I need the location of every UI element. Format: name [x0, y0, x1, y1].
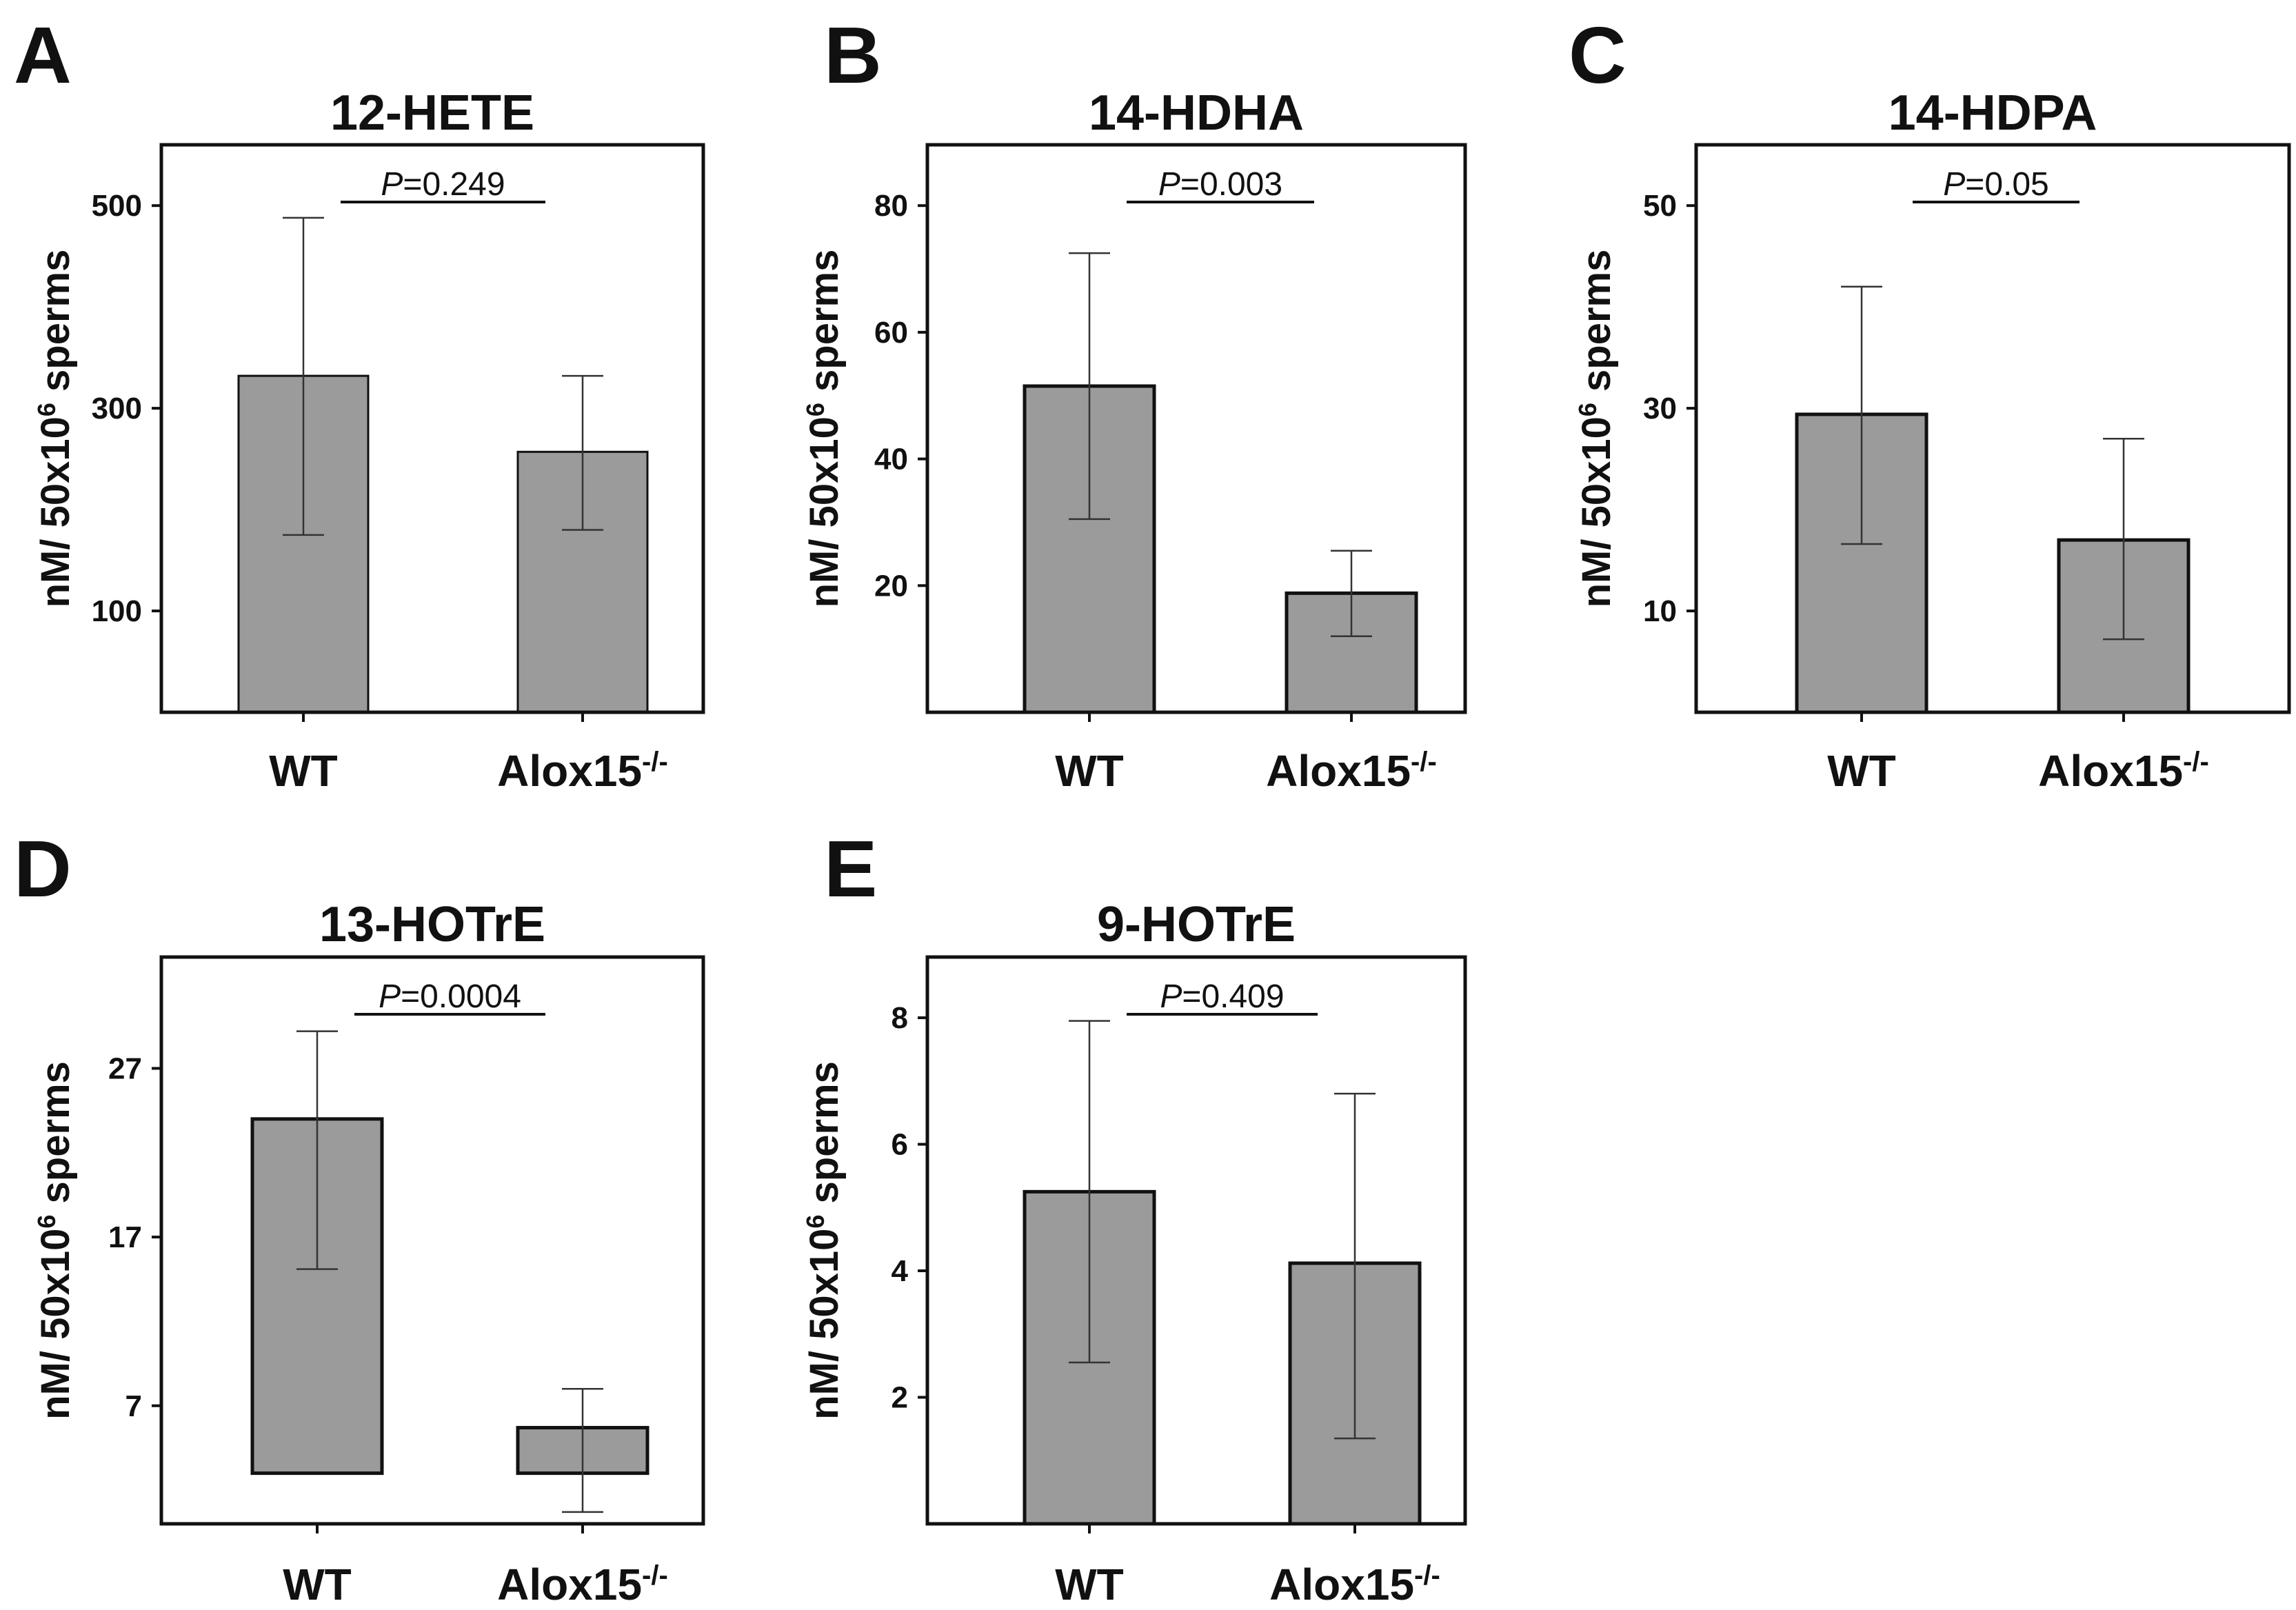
y-tick-label: 300 [92, 392, 142, 425]
y-axis-label-main: nM/ 50x10 [33, 1229, 78, 1420]
y-axis-label-tail: sperms [802, 250, 847, 403]
x-category-label: Alox15-/- [2038, 746, 2209, 796]
chart-title: 13-HOTrE [319, 897, 545, 952]
p-value-symbol: P [381, 166, 403, 203]
y-axis-label: nM/ 50x106 sperms [801, 250, 847, 608]
x-category-name: Alox15 [497, 1560, 642, 1609]
x-category-label: WT [283, 1560, 352, 1609]
p-value-symbol: P [1160, 978, 1182, 1015]
p-value-label: P=0.003 [1158, 166, 1282, 203]
p-value-symbol: P [1943, 166, 1965, 203]
y-tick-label: 20 [874, 569, 908, 603]
x-category-name: Alox15 [1266, 746, 1411, 796]
chart-title: 14-HDPA [1889, 85, 2097, 141]
panel-letter: B [824, 10, 882, 100]
p-value-number: =0.249 [403, 166, 505, 203]
y-axis-label-tail: sperms [33, 250, 78, 403]
panel-letter: D [14, 824, 72, 914]
panel-c: C 14-HDPA nM/ 50x106 sperms 10 30 50 WT Alox15-… [1569, 10, 2291, 796]
x-category-label: Alox15-/- [1269, 1560, 1440, 1609]
x-category-name: WT [283, 1560, 352, 1609]
y-tick-label: 6 [892, 1128, 908, 1162]
y-tick-label: 30 [1643, 392, 1677, 425]
x-category-superscript: -/- [2183, 747, 2209, 777]
y-axis-label: nM/ 50x106 sperms [32, 1061, 79, 1420]
p-value-number: =0.409 [1182, 978, 1284, 1015]
y-axis-label-superscript: 6 [801, 1215, 829, 1229]
y-tick-label: 80 [874, 189, 908, 223]
y-tick-label: 60 [874, 316, 908, 350]
x-category-label: Alox15-/- [1266, 746, 1437, 796]
y-axis-label-main: nM/ 50x10 [1574, 416, 1619, 607]
x-category-name: WT [1055, 1560, 1124, 1609]
chart-title: 9-HOTrE [1097, 897, 1296, 952]
y-axis-label-tail: sperms [1574, 250, 1619, 403]
panel-letter: E [824, 824, 877, 914]
y-tick-label: 7 [125, 1389, 142, 1423]
x-category-superscript: -/- [1411, 747, 1437, 777]
panel-d: D 13-HOTrE nM/ 50x106 sperms 7 17 27 WT Alox15-… [14, 824, 705, 1609]
y-tick-label: 17 [108, 1220, 142, 1254]
panel-a: A 12-HETE nM/ 50x106 sperms 100 300 500 WT Alox… [14, 10, 705, 796]
y-axis-label-superscript: 6 [32, 1215, 61, 1229]
x-category-superscript: -/- [642, 1560, 668, 1591]
chart-title: 12-HETE [330, 85, 534, 141]
x-category-label: WT [1055, 746, 1124, 796]
y-axis-label-tail: sperms [802, 1061, 847, 1214]
p-value-label: P=0.249 [381, 166, 505, 203]
p-value-number: =0.0004 [401, 978, 521, 1015]
y-axis-label-main: nM/ 50x10 [802, 1229, 847, 1420]
panel-b: B 14-HDHA nM/ 50x106 sperms 20 40 60 80 WT Alox1… [801, 10, 1467, 796]
y-tick-label: 50 [1643, 189, 1677, 223]
x-category-name: WT [269, 746, 338, 796]
plot-frame [159, 955, 705, 1526]
p-value-label: P=0.05 [1943, 166, 2048, 203]
y-axis-label: nM/ 50x106 sperms [1573, 250, 1620, 608]
x-category-name: Alox15 [497, 746, 642, 796]
y-axis-label-main: nM/ 50x10 [802, 416, 847, 607]
x-category-name: Alox15 [2038, 746, 2183, 796]
y-axis-label-superscript: 6 [801, 403, 829, 416]
x-category-name: Alox15 [1269, 1560, 1414, 1609]
y-tick-label: 10 [1643, 594, 1677, 628]
y-axis-label-superscript: 6 [32, 403, 61, 416]
panel-letter: C [1569, 10, 1627, 100]
chart-title: 14-HDHA [1089, 85, 1304, 141]
plot-frame [1694, 143, 2291, 714]
p-value-label: P=0.409 [1160, 978, 1284, 1015]
p-value-symbol: P [1158, 166, 1180, 203]
y-tick-label: 8 [892, 1001, 908, 1035]
y-axis-label-superscript: 6 [1573, 403, 1602, 416]
p-value-number: =0.003 [1180, 166, 1282, 203]
x-category-label: Alox15-/- [497, 1560, 668, 1609]
y-tick-label: 4 [892, 1254, 909, 1288]
plot-frame [925, 955, 1467, 1526]
y-axis-label: nM/ 50x106 sperms [801, 1061, 847, 1420]
y-tick-label: 27 [108, 1051, 142, 1085]
y-tick-label: 500 [92, 189, 142, 223]
x-category-label: WT [269, 746, 338, 796]
x-category-label: WT [1055, 1560, 1124, 1609]
x-category-name: WT [1055, 746, 1124, 796]
y-tick-label: 100 [92, 594, 142, 628]
p-value-symbol: P [379, 978, 401, 1015]
x-category-superscript: -/- [1414, 1560, 1440, 1591]
y-axis-label-main: nM/ 50x10 [33, 416, 78, 607]
y-tick-label: 2 [892, 1381, 908, 1415]
p-value-number: =0.05 [1965, 166, 2048, 203]
panel-letter: A [14, 10, 72, 100]
x-category-name: WT [1827, 746, 1896, 796]
x-category-superscript: -/- [642, 747, 668, 777]
y-axis-label-tail: sperms [33, 1061, 78, 1214]
y-tick-label: 40 [874, 443, 908, 476]
plot-frame [159, 143, 705, 714]
plot-frame [925, 143, 1467, 714]
p-value-label: P=0.0004 [379, 978, 521, 1015]
x-category-label: Alox15-/- [497, 746, 668, 796]
y-axis-label: nM/ 50x106 sperms [32, 250, 79, 608]
x-category-label: WT [1827, 746, 1896, 796]
